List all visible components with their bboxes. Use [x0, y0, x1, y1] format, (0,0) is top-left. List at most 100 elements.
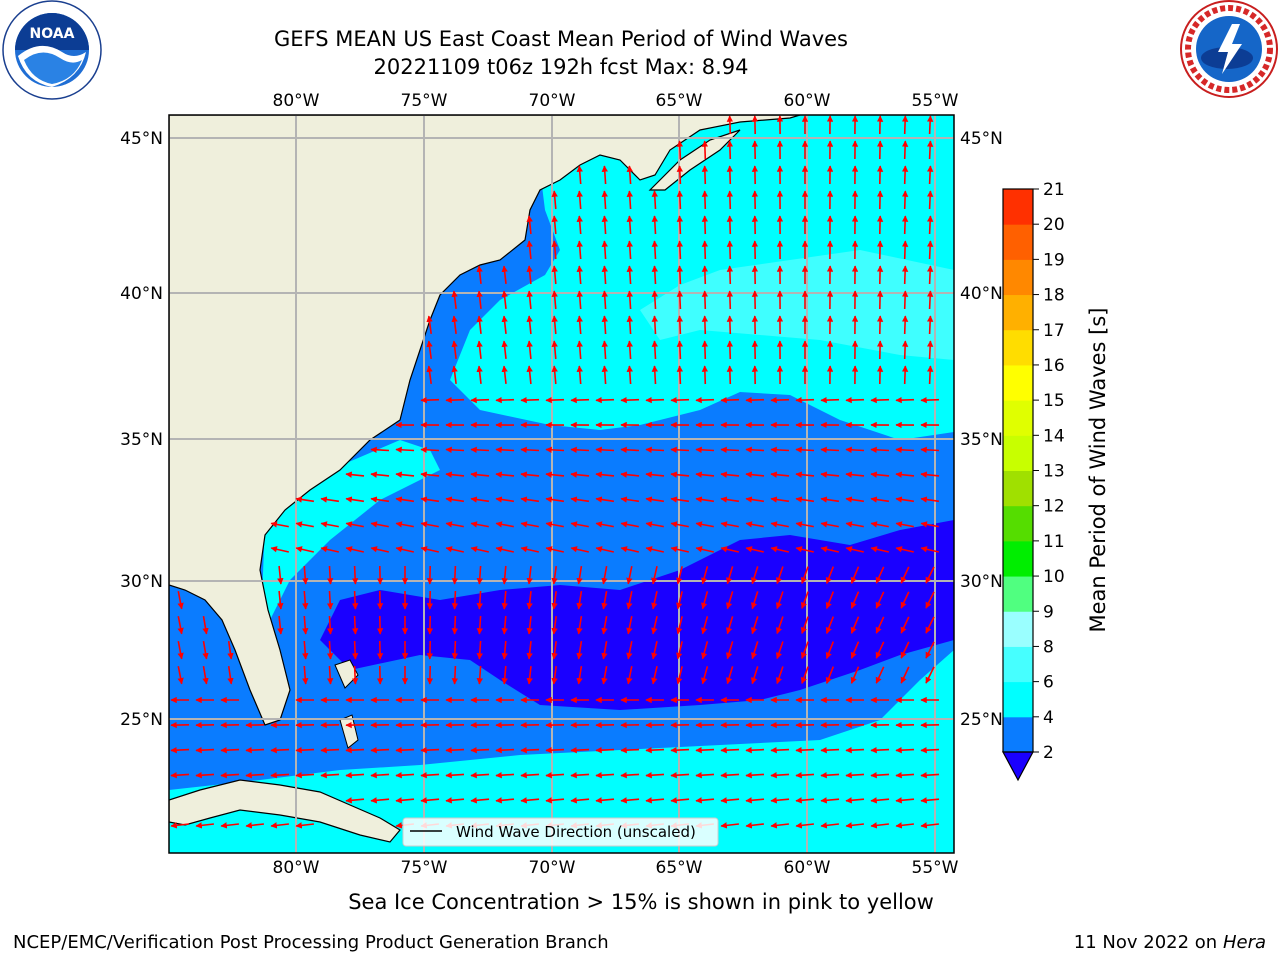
- wave-direction-arrow: [595, 797, 615, 804]
- wave-direction-arrow: [520, 396, 540, 404]
- wave-direction-arrow: [576, 240, 583, 260]
- wave-direction-arrow: [701, 340, 709, 360]
- wave-direction-arrow: [595, 446, 615, 454]
- wave-direction-arrow: [820, 546, 839, 553]
- wave-direction-arrow: [202, 640, 209, 660]
- wave-direction-arrow: [595, 772, 615, 779]
- colorbar-band: [1003, 576, 1033, 612]
- lon-label-top-70w: 70°W: [529, 91, 576, 111]
- wave-direction-arrow: [570, 496, 590, 503]
- wave-direction-arrow: [770, 546, 789, 553]
- wave-direction-arrow: [676, 215, 684, 235]
- wave-direction-arrow: [651, 340, 659, 360]
- wave-direction-arrow: [750, 591, 759, 610]
- wave-direction-arrow: [501, 265, 508, 284]
- wave-direction-arrow: [495, 496, 515, 503]
- wave-direction-arrow: [701, 165, 709, 185]
- wave-direction-arrow: [576, 590, 583, 610]
- wave-direction-arrow: [576, 265, 583, 285]
- wave-direction-arrow: [926, 190, 934, 210]
- wave-direction-arrow: [620, 746, 640, 754]
- wave-direction-arrow: [526, 365, 533, 385]
- wave-direction-arrow: [645, 496, 665, 503]
- wave-direction-arrow: [676, 641, 683, 660]
- wave-direction-arrow: [495, 396, 515, 404]
- wave-direction-arrow: [451, 615, 459, 635]
- wave-direction-arrow: [545, 446, 565, 454]
- colorbar-band: [1003, 435, 1033, 471]
- wave-direction-arrow: [576, 215, 583, 235]
- wave-direction-arrow: [926, 340, 934, 360]
- wave-direction-arrow: [501, 615, 508, 635]
- wave-direction-arrow: [701, 641, 709, 660]
- wave-direction-arrow: [345, 746, 365, 754]
- wave-direction-arrow: [770, 471, 790, 478]
- wave-direction-arrow: [501, 640, 508, 660]
- wave-direction-arrow: [645, 746, 665, 754]
- lat-label-right-25n: 25°N: [960, 710, 1003, 730]
- wave-direction-arrow: [775, 616, 784, 635]
- colorbar-tick-label: 2: [1043, 743, 1054, 763]
- wave-direction-arrow: [395, 496, 415, 503]
- colorbar-tick-label: 11: [1043, 532, 1065, 552]
- wave-direction-arrow: [845, 746, 865, 754]
- wave-direction-arrow: [470, 496, 490, 503]
- wave-direction-arrow: [901, 165, 909, 185]
- wave-direction-arrow: [601, 265, 608, 285]
- wave-direction-arrow: [670, 546, 689, 553]
- wave-direction-arrow: [670, 446, 690, 454]
- wave-direction-arrow: [870, 546, 889, 553]
- colorbar-tick-label: 14: [1043, 426, 1065, 446]
- wave-direction-arrow: [495, 772, 515, 779]
- wave-direction-arrow: [726, 165, 734, 185]
- wave-direction-arrow: [420, 797, 440, 804]
- colorbar-extend-min: [1001, 751, 1035, 782]
- wave-direction-arrow: [170, 772, 190, 779]
- wave-direction-arrow: [901, 265, 909, 285]
- wave-direction-arrow: [370, 496, 390, 503]
- colorbar-tick-label: 9: [1043, 602, 1054, 622]
- map-title: GEFS MEAN US East Coast Mean Period of W…: [274, 27, 848, 51]
- wave-direction-arrow: [726, 115, 734, 135]
- wave-direction-arrow: [526, 591, 533, 610]
- lon-label-top-55w: 55°W: [912, 91, 959, 111]
- wave-direction-arrow: [345, 797, 365, 804]
- wave-direction-arrow: [601, 315, 608, 335]
- wave-direction-arrow: [520, 471, 540, 478]
- wave-direction-arrow: [800, 616, 809, 635]
- wave-direction-arrow: [470, 521, 489, 528]
- run-date-text: 11 Nov 2022 on: [1073, 932, 1218, 953]
- wave-direction-arrow: [720, 797, 740, 804]
- wave-direction-arrow: [370, 797, 390, 804]
- wave-direction-arrow: [420, 446, 440, 454]
- wave-direction-arrow: [451, 665, 459, 685]
- wave-direction-arrow: [701, 365, 709, 385]
- wave-direction-arrow: [795, 521, 814, 528]
- wave-direction-arrow: [570, 746, 590, 754]
- wave-direction-arrow: [651, 641, 658, 660]
- wave-direction-arrow: [726, 265, 734, 285]
- wave-direction-arrow: [850, 591, 860, 609]
- colorbar-band: [1003, 646, 1033, 683]
- wave-direction-arrow: [770, 396, 790, 404]
- wave-direction-arrow: [177, 666, 184, 685]
- wave-direction-arrow: [825, 641, 835, 659]
- wave-direction-arrow: [701, 265, 709, 285]
- wave-direction-arrow: [326, 640, 334, 660]
- wave-direction-arrow: [245, 772, 265, 779]
- wave-direction-arrow: [626, 566, 633, 585]
- wave-direction-arrow: [670, 772, 690, 779]
- wave-direction-arrow: [926, 165, 934, 185]
- wave-direction-arrow: [526, 666, 533, 685]
- wave-direction-arrow: [726, 290, 734, 310]
- wave-direction-arrow: [920, 546, 939, 553]
- wave-direction-arrow: [551, 340, 558, 360]
- wave-direction-arrow: [870, 396, 890, 404]
- wave-direction-arrow: [202, 665, 209, 685]
- wave-direction-arrow: [901, 215, 909, 235]
- lat-label-right-30n: 30°N: [960, 572, 1003, 592]
- wave-direction-arrow: [526, 616, 533, 635]
- wave-direction-arrow: [901, 140, 909, 160]
- wave-direction-arrow: [551, 215, 558, 235]
- wave-direction-arrow: [551, 665, 558, 685]
